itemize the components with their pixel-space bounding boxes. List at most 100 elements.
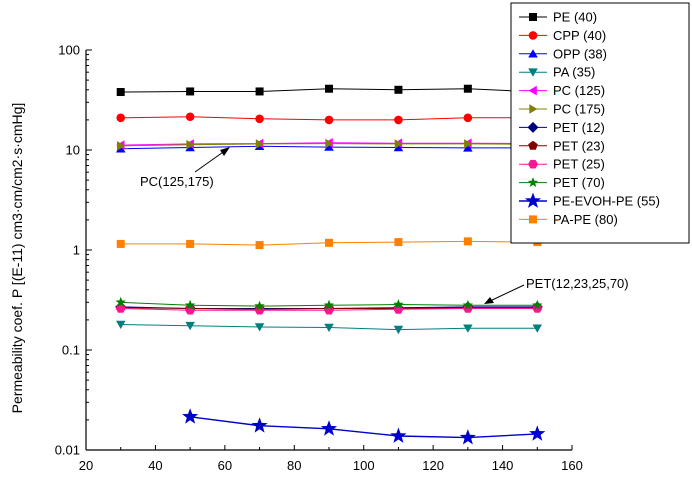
data-point bbox=[532, 299, 543, 310]
data-point bbox=[393, 325, 404, 335]
annotation-arrowhead bbox=[220, 147, 230, 156]
x-tick-label: 60 bbox=[218, 458, 232, 473]
legend-marker bbox=[528, 49, 538, 58]
legend-entry: OPP (38) bbox=[519, 46, 607, 61]
legend-marker bbox=[529, 104, 538, 114]
data-point bbox=[255, 139, 265, 149]
data-point bbox=[325, 238, 333, 247]
series-0 bbox=[116, 84, 542, 97]
series-5 bbox=[117, 138, 542, 151]
x-tick-label: 100 bbox=[353, 458, 375, 473]
data-point bbox=[324, 115, 334, 125]
data-point bbox=[185, 321, 195, 331]
data-point bbox=[186, 239, 195, 248]
data-point bbox=[116, 320, 126, 329]
legend-label: PET (23) bbox=[553, 138, 605, 153]
data-point bbox=[394, 85, 403, 94]
data-point bbox=[390, 427, 407, 443]
legend-label: PE-EVOH-PE (55) bbox=[553, 194, 660, 209]
legend-entry: PC (175) bbox=[519, 102, 605, 117]
legend-label: PA (35) bbox=[553, 65, 595, 80]
data-point bbox=[116, 113, 126, 123]
data-point bbox=[462, 304, 473, 313]
legend-entry: PET (70) bbox=[519, 175, 605, 190]
series-11 bbox=[116, 237, 542, 250]
legend: PE (40) CPP (40) OPP (38) PA (35) PC (125) PC… bbox=[510, 2, 690, 244]
y-tick-label: 0.1 bbox=[62, 343, 80, 358]
data-point bbox=[255, 114, 264, 124]
data-point bbox=[186, 87, 195, 96]
x-tick-label: 40 bbox=[148, 458, 162, 473]
legend-marker bbox=[529, 215, 537, 224]
legend-marker bbox=[527, 121, 539, 133]
data-point bbox=[394, 238, 403, 247]
legend-marker bbox=[528, 68, 538, 77]
y-axis-label: Permeability coef. P [(E-11) cm3·cm/cm2·… bbox=[9, 103, 25, 414]
data-point bbox=[115, 296, 126, 307]
data-point bbox=[463, 113, 473, 123]
data-point bbox=[116, 239, 125, 248]
legend-entry: PA (35) bbox=[519, 65, 595, 80]
data-point bbox=[184, 299, 196, 310]
x-tick-label: 20 bbox=[79, 458, 93, 473]
legend-label: PE (40) bbox=[553, 10, 597, 25]
x-tick-label: 80 bbox=[287, 458, 301, 473]
data-point bbox=[459, 429, 476, 445]
legend-label: PET (25) bbox=[553, 157, 605, 172]
annotations-group: PC(125,175) PET(12,23,25,70) bbox=[140, 147, 629, 304]
legend-entry: PC (125) bbox=[519, 83, 605, 98]
series-line bbox=[190, 416, 538, 439]
legend-label: PA-PE (80) bbox=[553, 212, 618, 227]
series-3 bbox=[116, 320, 542, 335]
x-tick-label: 160 bbox=[561, 458, 583, 473]
data-point bbox=[323, 299, 335, 310]
legend-marker bbox=[528, 85, 537, 96]
y-tick-label: 100 bbox=[58, 43, 80, 58]
legend-label: PC (125) bbox=[553, 83, 605, 98]
y-tick-label: 10 bbox=[66, 143, 80, 158]
legend-label: CPP (40) bbox=[553, 28, 606, 43]
legend-entry: CPP (40) bbox=[519, 28, 606, 43]
legend-marker bbox=[528, 159, 538, 169]
data-point bbox=[532, 324, 542, 333]
data-point bbox=[255, 87, 264, 96]
data-point bbox=[463, 84, 472, 93]
data-point bbox=[254, 323, 265, 332]
data-point bbox=[185, 112, 195, 122]
data-point bbox=[116, 88, 125, 97]
legend-label: PET (12) bbox=[553, 120, 605, 135]
axes-group: 20 40 60 80 100 120 140 160 0.01 0.1 1 10 100 Permeab… bbox=[9, 43, 583, 474]
data-point bbox=[394, 115, 403, 125]
data-point bbox=[325, 84, 333, 93]
legend-marker bbox=[529, 13, 537, 21]
legend-marker bbox=[528, 140, 538, 150]
y-tick-label: 1 bbox=[73, 243, 80, 258]
legend-label: OPP (38) bbox=[553, 46, 607, 61]
legend-marker bbox=[528, 31, 538, 40]
legend-entry: PE (40) bbox=[519, 10, 597, 25]
legend-entry: PE-EVOH-PE (55) bbox=[519, 192, 660, 209]
data-point bbox=[325, 138, 334, 149]
data-point bbox=[117, 141, 126, 151]
data-point bbox=[186, 139, 195, 150]
legend-marker bbox=[524, 192, 542, 208]
data-point bbox=[251, 417, 268, 433]
annotation-label: PC(125,175) bbox=[140, 174, 214, 189]
x-tick-label: 140 bbox=[492, 458, 514, 473]
annotation-arrowhead bbox=[484, 297, 494, 304]
legend-marker bbox=[527, 177, 539, 187]
data-point bbox=[463, 237, 472, 246]
data-point bbox=[320, 420, 338, 436]
data-point bbox=[529, 425, 546, 441]
data-point bbox=[532, 304, 543, 313]
legend-entry: PET (23) bbox=[519, 138, 605, 153]
x-tick-label: 120 bbox=[422, 458, 444, 473]
data-point bbox=[394, 139, 403, 149]
series-10 bbox=[182, 408, 546, 445]
data-point bbox=[115, 304, 126, 313]
annotation-arrow bbox=[487, 284, 525, 303]
legend-box bbox=[510, 2, 690, 244]
series-9 bbox=[115, 296, 543, 311]
